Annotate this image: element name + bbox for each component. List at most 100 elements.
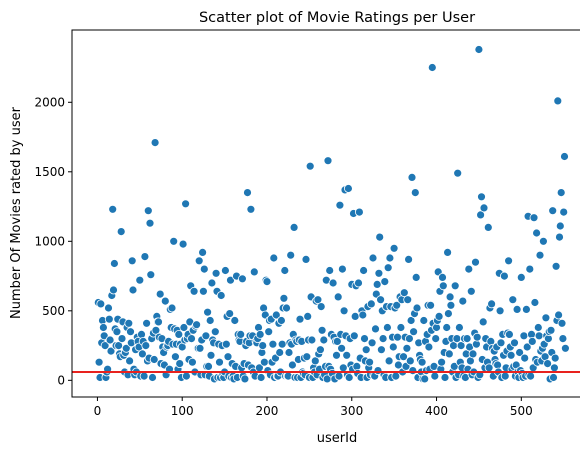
data-point xyxy=(279,293,289,303)
data-point xyxy=(446,300,456,310)
data-point xyxy=(508,295,518,305)
data-point xyxy=(354,278,363,288)
data-point xyxy=(466,286,476,296)
data-point xyxy=(94,357,104,367)
data-point xyxy=(472,332,482,342)
plot-frame xyxy=(71,29,580,398)
data-point xyxy=(354,207,364,217)
data-point xyxy=(249,267,259,277)
data-point xyxy=(146,270,156,280)
y-tick-label: 2000 xyxy=(34,95,65,109)
data-point xyxy=(174,329,184,339)
data-point xyxy=(243,188,252,198)
data-point xyxy=(404,334,414,344)
data-point xyxy=(420,374,430,384)
data-point xyxy=(548,206,558,216)
data-point xyxy=(442,323,452,332)
data-point xyxy=(361,345,371,355)
data-point xyxy=(444,349,454,359)
data-point xyxy=(275,348,285,357)
data-point xyxy=(280,266,290,275)
data-point xyxy=(99,331,109,341)
data-point xyxy=(198,286,208,296)
data-point xyxy=(450,281,460,291)
data-point xyxy=(424,342,434,352)
data-point xyxy=(192,320,202,330)
data-point xyxy=(438,272,447,282)
data-point xyxy=(339,306,349,316)
data-point xyxy=(396,323,406,332)
data-point xyxy=(170,352,180,362)
data-point xyxy=(187,334,196,344)
data-point xyxy=(399,288,409,298)
data-point xyxy=(126,327,135,337)
data-point xyxy=(541,313,551,323)
data-point xyxy=(323,156,333,166)
data-point xyxy=(110,259,119,268)
data-point xyxy=(382,323,392,332)
data-point xyxy=(221,339,231,349)
data-point xyxy=(343,184,353,193)
data-point xyxy=(561,343,570,353)
data-point xyxy=(468,349,478,359)
data-point xyxy=(225,309,235,319)
data-point xyxy=(305,161,315,171)
data-point xyxy=(332,336,342,346)
data-point xyxy=(204,361,213,371)
data-point xyxy=(426,300,436,310)
data-point xyxy=(316,302,326,312)
data-point xyxy=(104,303,113,313)
data-point xyxy=(454,323,464,332)
data-point xyxy=(385,253,395,263)
data-point xyxy=(520,353,530,363)
data-point xyxy=(349,331,359,341)
data-point xyxy=(366,299,376,309)
data-point xyxy=(307,335,317,345)
data-point xyxy=(372,279,382,289)
data-point xyxy=(169,236,179,246)
data-point xyxy=(506,350,516,360)
data-point xyxy=(258,341,268,351)
data-point xyxy=(526,371,535,381)
data-point xyxy=(140,252,150,262)
data-point xyxy=(127,256,137,266)
data-point xyxy=(286,250,296,260)
data-point xyxy=(516,272,526,282)
data-point xyxy=(334,371,344,381)
data-point xyxy=(179,323,189,332)
data-point xyxy=(554,310,563,320)
data-point xyxy=(529,213,539,223)
data-point xyxy=(210,327,220,337)
data-point xyxy=(206,350,216,360)
data-point xyxy=(499,271,509,281)
data-point xyxy=(483,222,493,232)
data-point xyxy=(255,329,265,339)
data-point xyxy=(96,299,106,309)
data-point xyxy=(458,296,468,306)
data-point xyxy=(522,304,531,314)
data-point xyxy=(216,291,226,300)
data-point xyxy=(551,261,561,271)
data-point xyxy=(560,152,569,161)
data-point xyxy=(181,371,191,381)
data-point xyxy=(315,345,325,355)
data-point xyxy=(443,247,453,257)
data-point xyxy=(99,323,108,332)
y-tick-label: 1500 xyxy=(34,165,65,179)
data-point xyxy=(187,357,197,367)
data-point xyxy=(135,275,145,285)
data-point xyxy=(559,207,569,217)
data-point xyxy=(350,311,360,321)
data-point xyxy=(376,345,386,355)
data-point xyxy=(474,45,484,54)
data-point xyxy=(104,314,114,324)
data-point xyxy=(533,323,543,332)
data-point xyxy=(342,350,352,360)
data-point xyxy=(530,298,540,307)
data-point xyxy=(230,316,240,325)
data-point xyxy=(112,327,122,337)
data-point xyxy=(141,341,151,351)
data-point xyxy=(371,324,380,334)
data-point xyxy=(139,371,149,381)
